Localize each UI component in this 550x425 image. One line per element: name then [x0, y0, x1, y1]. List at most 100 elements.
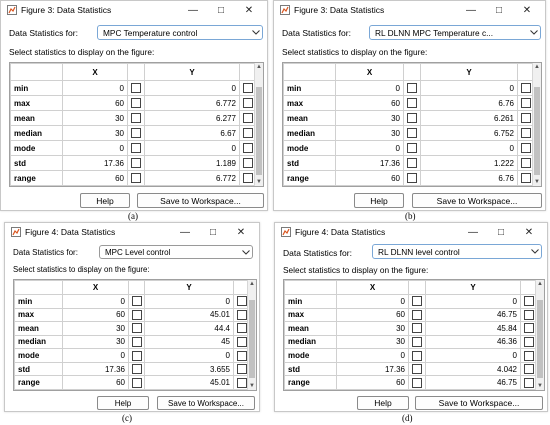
y-show-checkbox[interactable] — [521, 173, 531, 183]
y-show-checkbox[interactable] — [243, 143, 253, 153]
x-show-checkbox[interactable] — [407, 173, 417, 183]
y-show-checkbox[interactable] — [521, 128, 531, 138]
x-show-checkbox[interactable] — [131, 323, 142, 334]
y-show-checkbox[interactable] — [236, 377, 247, 388]
x-show-checkbox[interactable] — [131, 309, 142, 320]
x-show-checkbox[interactable] — [412, 323, 422, 334]
x-show-checkbox[interactable] — [407, 83, 417, 93]
save-to-workspace-button[interactable]: Save to Workspace... — [157, 396, 255, 410]
x-show-checkbox[interactable] — [131, 128, 141, 138]
x-show-checkbox[interactable] — [407, 128, 417, 138]
x-show-checkbox[interactable] — [412, 350, 422, 361]
y-show-checkbox[interactable] — [236, 336, 247, 347]
x-show-checkbox[interactable] — [407, 98, 417, 108]
dataset-select[interactable]: MPC Temperature control — [97, 25, 263, 40]
y-show-checkbox[interactable] — [524, 364, 534, 375]
dataset-select[interactable]: RL DLNN MPC Temperature c... — [369, 25, 541, 40]
y-show-checkbox[interactable] — [524, 309, 534, 320]
y-show-checkbox[interactable] — [243, 113, 253, 123]
x-show-checkbox[interactable] — [412, 296, 422, 307]
help-button[interactable]: Help — [80, 193, 130, 208]
y-show-checkbox[interactable] — [521, 143, 531, 153]
y-show-checkbox[interactable] — [521, 158, 531, 168]
scroll-down-icon[interactable]: ▼ — [249, 383, 255, 389]
y-show-checkbox[interactable] — [236, 309, 247, 320]
dataset-select[interactable]: RL DLNN level control — [372, 244, 542, 259]
scroll-up-icon[interactable]: ▲ — [537, 281, 543, 287]
x-show-checkbox[interactable] — [131, 143, 141, 153]
scroll-up-icon[interactable]: ▲ — [534, 64, 540, 70]
save-to-workspace-button[interactable]: Save to Workspace... — [137, 193, 264, 208]
scrollbar-thumb[interactable] — [537, 300, 543, 378]
maximize-icon[interactable]: □ — [497, 226, 505, 238]
x-show-checkbox[interactable] — [131, 98, 141, 108]
dataset-select[interactable]: MPC Level control — [99, 245, 253, 259]
vertical-scrollbar[interactable]: ▲ ▼ — [535, 280, 544, 390]
y-show-checkbox[interactable] — [243, 158, 253, 168]
scroll-down-icon[interactable]: ▼ — [534, 179, 540, 185]
scroll-up-icon[interactable]: ▲ — [249, 281, 255, 287]
x-show-checkbox[interactable] — [407, 113, 417, 123]
y-show-checkbox[interactable] — [524, 323, 534, 334]
help-button[interactable]: Help — [97, 396, 149, 410]
y-show-checkbox[interactable] — [524, 296, 534, 307]
x-show-checkbox[interactable] — [131, 158, 141, 168]
x-show-checkbox[interactable] — [407, 143, 417, 153]
x-show-checkbox[interactable] — [131, 83, 141, 93]
x-show-checkbox[interactable] — [131, 350, 142, 361]
x-show-checkbox[interactable] — [412, 364, 422, 375]
minimize-icon[interactable]: — — [466, 4, 476, 16]
x-show-checkbox[interactable] — [131, 296, 142, 307]
y-show-checkbox[interactable] — [236, 296, 247, 307]
x-show-checkbox[interactable] — [131, 364, 142, 375]
title-bar[interactable]: Figure 3: Data Statistics — □ ✕ — [274, 1, 545, 19]
vertical-scrollbar[interactable]: ▲ ▼ — [247, 280, 256, 390]
close-icon[interactable]: ✕ — [524, 226, 534, 238]
maximize-icon[interactable]: □ — [209, 226, 217, 238]
scroll-up-icon[interactable]: ▲ — [256, 64, 262, 70]
close-icon[interactable]: ✕ — [244, 4, 254, 16]
title-bar[interactable]: Figure 3: Data Statistics — □ ✕ — [1, 1, 267, 19]
x-show-checkbox[interactable] — [131, 336, 142, 347]
title-bar[interactable]: Figure 4: Data Statistics — □ ✕ — [5, 223, 259, 241]
close-icon[interactable]: ✕ — [522, 4, 532, 16]
y-show-checkbox[interactable] — [243, 128, 253, 138]
y-show-checkbox[interactable] — [236, 364, 247, 375]
minimize-icon[interactable]: — — [188, 4, 198, 16]
x-show-checkbox[interactable] — [131, 377, 142, 388]
y-show-checkbox[interactable] — [243, 83, 253, 93]
y-show-checkbox[interactable] — [521, 83, 531, 93]
y-show-checkbox[interactable] — [236, 350, 247, 361]
x-show-checkbox[interactable] — [407, 158, 417, 168]
scrollbar-thumb[interactable] — [256, 87, 262, 175]
y-show-checkbox[interactable] — [521, 113, 531, 123]
x-show-checkbox[interactable] — [131, 113, 141, 123]
help-button[interactable]: Help — [354, 193, 404, 208]
maximize-icon[interactable]: □ — [217, 4, 225, 16]
help-button[interactable]: Help — [357, 396, 409, 410]
x-show-checkbox[interactable] — [412, 336, 422, 347]
save-to-workspace-button[interactable]: Save to Workspace... — [415, 396, 543, 410]
close-icon[interactable]: ✕ — [236, 226, 246, 238]
y-show-checkbox[interactable] — [524, 350, 534, 361]
scroll-down-icon[interactable]: ▼ — [256, 179, 262, 185]
y-show-checkbox[interactable] — [521, 98, 531, 108]
y-show-checkbox[interactable] — [243, 173, 253, 183]
maximize-icon[interactable]: □ — [495, 4, 503, 16]
vertical-scrollbar[interactable]: ▲ ▼ — [254, 63, 263, 186]
minimize-icon[interactable]: — — [468, 226, 478, 238]
vertical-scrollbar[interactable]: ▲ ▼ — [532, 63, 541, 186]
y-show-checkbox[interactable] — [243, 98, 253, 108]
scrollbar-thumb[interactable] — [249, 300, 255, 378]
minimize-icon[interactable]: — — [180, 226, 190, 238]
x-show-checkbox[interactable] — [412, 377, 422, 388]
x-show-checkbox[interactable] — [131, 173, 141, 183]
y-show-checkbox[interactable] — [524, 336, 534, 347]
scroll-down-icon[interactable]: ▼ — [537, 383, 543, 389]
y-show-checkbox[interactable] — [236, 323, 247, 334]
y-show-checkbox[interactable] — [524, 377, 534, 388]
save-to-workspace-button[interactable]: Save to Workspace... — [412, 193, 542, 208]
x-show-checkbox[interactable] — [412, 309, 422, 320]
scrollbar-thumb[interactable] — [534, 87, 540, 175]
title-bar[interactable]: Figure 4: Data Statistics — □ ✕ — [275, 223, 547, 241]
